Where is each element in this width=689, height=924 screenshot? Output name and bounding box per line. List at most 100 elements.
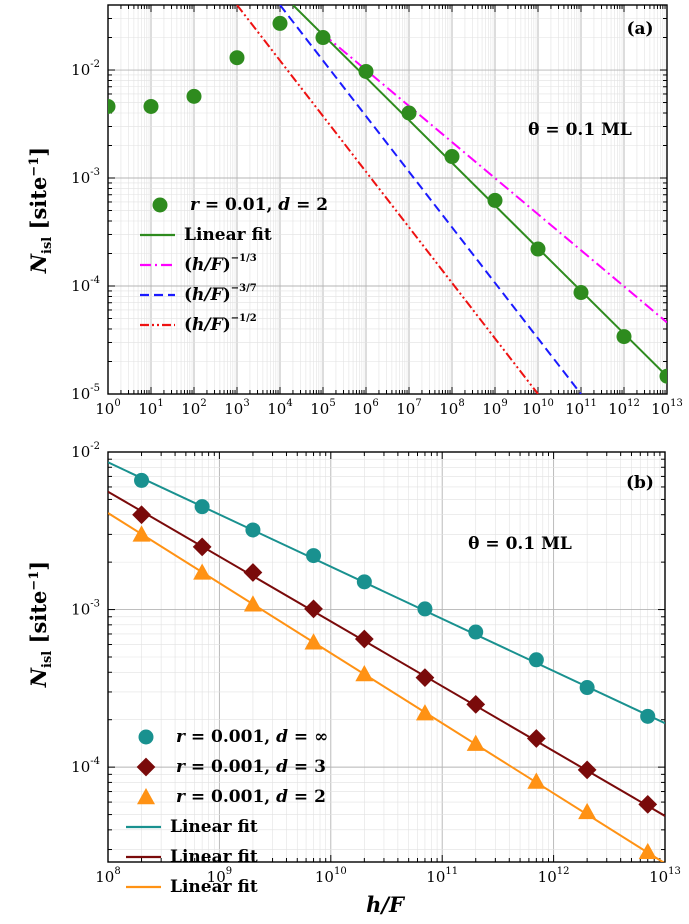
panel-a-x-tick-exp: 11 — [584, 398, 597, 409]
panel-a-legend-hf: h/F — [192, 315, 225, 335]
panel-b-y-tick-exp: -2 — [90, 441, 100, 452]
panel-a-x-tick-base: 10 — [482, 400, 501, 418]
panel-b-series-2-point — [304, 633, 323, 650]
panel-b-x-tick-exp: 12 — [557, 866, 570, 877]
panel-a-series-0-point — [659, 368, 667, 384]
panel-a-series-3-line — [279, 5, 582, 394]
panel-b-legend-marker — [136, 757, 156, 777]
panel-a-series-0-point — [444, 149, 460, 165]
panel-a-legend-exp: −3/7 — [231, 283, 257, 294]
panel-a-x-tick-label: 1010 — [522, 398, 554, 418]
panel-b-x-tick-label: 109 — [207, 866, 232, 886]
panel-b-series-0-point — [528, 652, 544, 668]
panel-a-legend-paren: ( — [184, 285, 192, 305]
y-label-unit-exp: −1 — [27, 157, 42, 177]
panel-b-x-tick-label: 1010 — [315, 866, 347, 886]
panel-b-x-tick-exp: 9 — [226, 866, 232, 877]
panel-b-y-tick-label: 10-3 — [71, 599, 100, 619]
panel-b-y-tick-base: 10 — [71, 601, 90, 619]
panel-b-legend-r: r — [176, 787, 186, 807]
panel-a-series-0-point — [315, 30, 331, 46]
panel-b-x-tick-base: 10 — [649, 868, 668, 886]
y-label-sub: isl — [40, 237, 55, 254]
panel-b-x-tick-base: 10 — [95, 868, 114, 886]
y-label-sub-b: isl — [40, 651, 55, 668]
panel-a-legend-label: (h/F)−1/2 — [184, 313, 257, 335]
panel-a-y-tick-label: 10-3 — [71, 167, 100, 187]
panel-b-series-1-point — [638, 795, 658, 814]
panel-a-y-tick-exp: -2 — [90, 59, 100, 70]
panel-a-legend-exp: −1/2 — [231, 313, 257, 324]
panel-b-series-0-point — [134, 472, 150, 488]
panel-a-x-tick-base: 10 — [522, 400, 541, 418]
panel-b-legend-label: Linear fit — [170, 817, 258, 837]
panel-a-x-tick-exp: 12 — [627, 398, 640, 409]
panel-b-series-2-point — [132, 525, 151, 542]
panel-a-x-tick-label: 104 — [267, 398, 292, 418]
panel-a-x-tick-exp: 4 — [286, 398, 292, 409]
panel-a-x-tick-exp: 9 — [501, 398, 507, 409]
panel-b-series-1-point — [354, 629, 374, 649]
panel-b-legend-label: r = 0.001, d = ∞ — [176, 727, 328, 747]
panel-a-y-tick-exp: -3 — [90, 167, 100, 178]
svg-text:Nisl [site−1]: Nisl [site−1] — [26, 147, 55, 274]
panel-b-y-tick-label: 10-4 — [71, 756, 100, 776]
panel-b-x-tick-base: 10 — [538, 868, 557, 886]
panel-b-x-tick-base: 10 — [207, 868, 226, 886]
panel-b-x-tick-label: 1011 — [426, 866, 458, 886]
panel-a-legend-exp: −1/3 — [231, 253, 257, 264]
panel-a-x-tick-base: 10 — [396, 400, 415, 418]
panel-a-legend-hf: h/F — [192, 285, 225, 305]
panel-b-legend-label: r = 0.001, d = 2 — [176, 787, 326, 807]
panel-a-x-tick-base: 10 — [181, 400, 200, 418]
panel-a-legend-paren-close: ) — [223, 255, 231, 275]
panel-a-x-tick-base: 10 — [310, 400, 329, 418]
panel-a-x-tick-exp: 0 — [114, 398, 120, 409]
panel-b-series-2-point — [355, 665, 374, 682]
panel-a-y-tick-base: 10 — [71, 61, 90, 79]
panel-b-series-0-point — [640, 708, 656, 724]
panel-a-x-tick-base: 10 — [651, 400, 670, 418]
y-label-close: ] — [26, 147, 51, 157]
panel-a-x-tick-label: 107 — [396, 398, 421, 418]
panel-b-x-tick-label: 108 — [95, 866, 120, 886]
panel-b-legend-d: d — [276, 757, 288, 777]
panel-b-series-1-point — [526, 729, 546, 748]
panel-b-x-tick-base: 10 — [315, 868, 334, 886]
panel-a-y-tick-label: 10-2 — [71, 59, 100, 79]
panel-a-series-0-point — [186, 88, 202, 104]
panel-a-x-tick-base: 10 — [138, 400, 157, 418]
y-label-main: N — [26, 253, 51, 274]
panel-a-x-tick-exp: 13 — [670, 398, 683, 409]
panel-b-series-0-point — [245, 522, 261, 538]
panel-b-x-tick-exp: 11 — [445, 866, 458, 877]
panel-a-series-0-point — [108, 98, 116, 114]
panel-a-x-tick-label: 101 — [138, 398, 163, 418]
panel-b-legend-label: r = 0.001, d = 3 — [176, 757, 326, 777]
panel-a-y-tick-base: 10 — [71, 277, 90, 295]
panel-a-x-tick-label: 106 — [353, 398, 378, 418]
panel-b-legend-label: Linear fit — [170, 877, 258, 897]
svg-text:Nisl [site−1]: Nisl [site−1] — [26, 561, 55, 688]
panel-b-legend-r-val: = 0.001, — [185, 757, 276, 777]
panel-b-series-0-point — [579, 680, 595, 696]
panel-b-y-tick-base: 10 — [71, 443, 90, 461]
panel-a-x-tick-exp: 8 — [458, 398, 464, 409]
y-label-close-b: ] — [26, 561, 51, 571]
panel-b-series-2-point — [415, 704, 434, 721]
panel-a-plot-area — [108, 5, 667, 394]
panel-a-x-tick-exp: 10 — [541, 398, 554, 409]
panel-a-legend-label: Linear fit — [184, 225, 272, 245]
panel-a-legend-paren: ( — [184, 255, 192, 275]
panel-a-legend-d-val: = 2 — [290, 195, 328, 215]
panel-b-legend-r: r — [176, 757, 186, 777]
panel-a-frame — [107, 4, 668, 395]
panel-a-ticks — [107, 4, 668, 395]
panel-a-x-tick-base: 10 — [565, 400, 584, 418]
panel-a-series-0-point — [530, 241, 546, 257]
panel-b-plot-area — [108, 461, 665, 862]
panel-a-x-tick-base: 10 — [224, 400, 243, 418]
panel-b-legend-marker — [137, 788, 155, 805]
panel-b-legend-r-val: = 0.001, — [185, 727, 276, 747]
panel-a-x-tick-exp: 3 — [243, 398, 249, 409]
